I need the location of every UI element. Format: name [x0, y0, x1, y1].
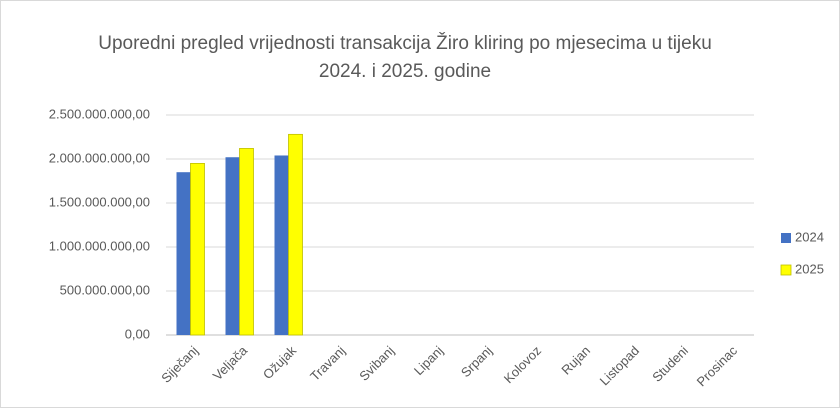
y-tick-label: 1.500.000.000,00 [49, 194, 150, 209]
chart-title: Uporedni pregled vrijednosti transakcija… [98, 33, 712, 82]
y-tick-label: 0,00 [125, 326, 150, 341]
bar [274, 155, 289, 335]
y-tick-label: 1.000.000.000,00 [49, 238, 150, 253]
y-tick-label: 2.000.000.000,00 [49, 150, 150, 165]
legend-swatch [781, 233, 791, 243]
legend-label: 2024 [795, 229, 824, 244]
y-tick-label: 2.500.000.000,00 [49, 106, 150, 121]
legend-swatch [780, 264, 792, 276]
bar [176, 172, 191, 335]
bar [225, 157, 240, 335]
y-tick-label: 500.000.000,00 [60, 282, 150, 297]
bar [288, 133, 303, 336]
bar [239, 148, 254, 336]
legend-label: 2025 [795, 261, 824, 276]
bar [190, 162, 205, 336]
